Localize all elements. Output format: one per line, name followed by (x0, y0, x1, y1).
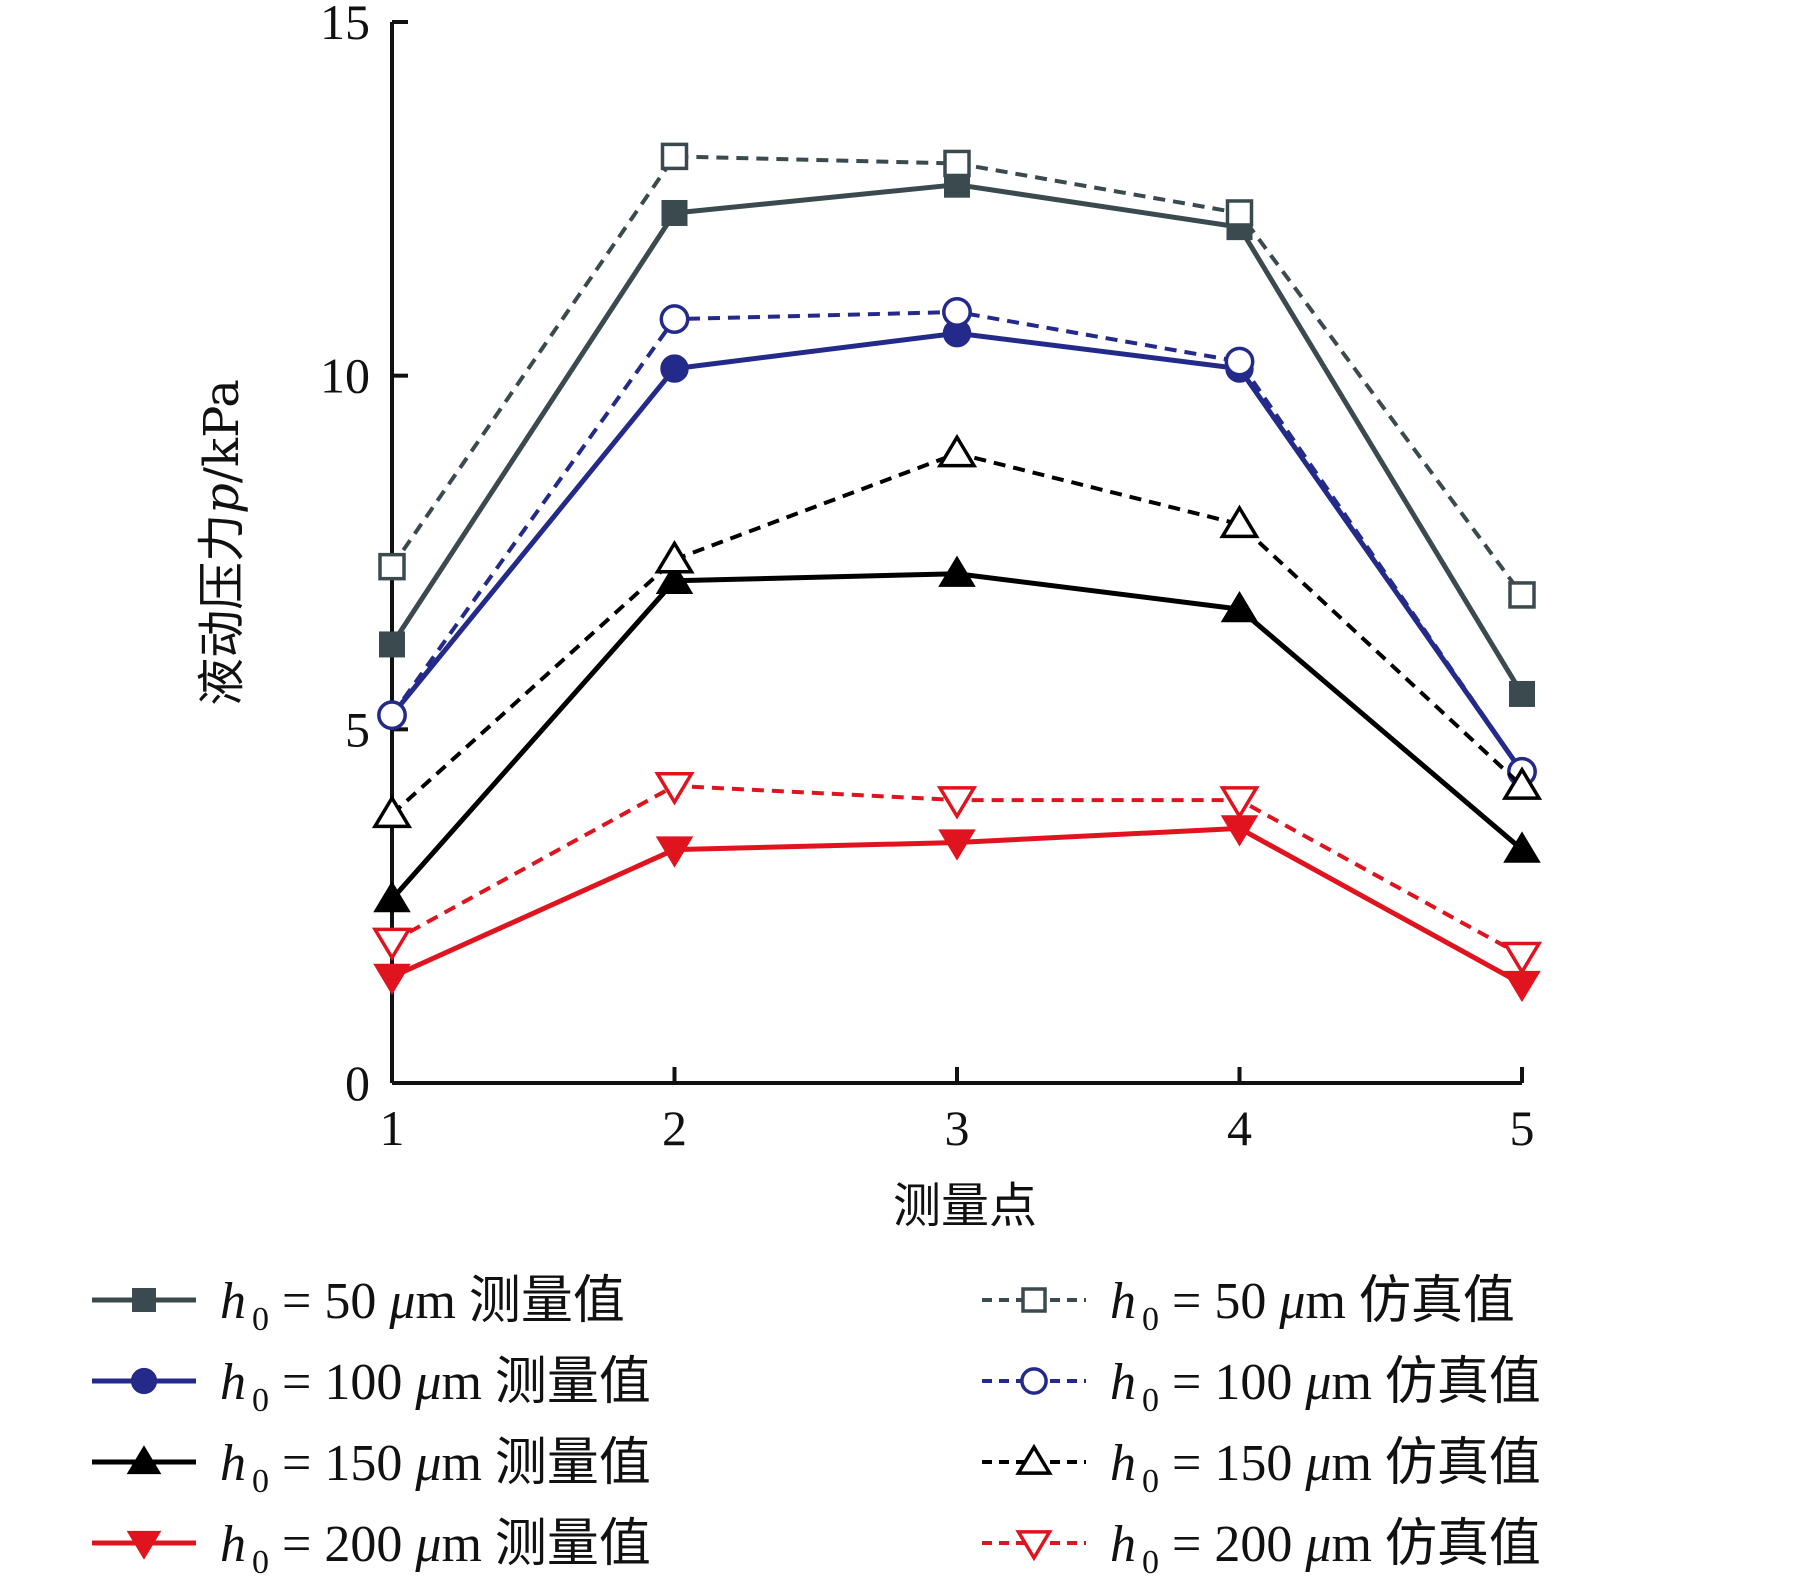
data-point (938, 555, 976, 587)
data-point (377, 700, 407, 731)
data-point (371, 794, 413, 829)
data-point (378, 552, 406, 581)
data-point (1501, 766, 1543, 800)
data-point (660, 354, 689, 383)
data-point (655, 836, 694, 868)
data-point (660, 142, 689, 171)
data-point (659, 304, 690, 335)
legend-marker (130, 1367, 158, 1395)
legend-marker (126, 1445, 162, 1475)
x-tick-label: 2 (662, 1100, 687, 1156)
y-tick-label: 5 (345, 701, 370, 757)
data-point (654, 539, 695, 574)
data-point (942, 297, 972, 327)
y-tick-label: 0 (345, 1055, 370, 1111)
legend-marker (1015, 1443, 1053, 1475)
data-point (1219, 786, 1260, 820)
data-point (655, 562, 694, 594)
data-point (1503, 831, 1541, 863)
data-point (661, 199, 688, 226)
data-point (1503, 970, 1541, 1003)
data-point (1509, 680, 1535, 707)
plot-area (371, 142, 1543, 1003)
y-tick-label: 10 (320, 348, 370, 404)
data-point (1219, 504, 1260, 539)
data-point (1225, 199, 1254, 227)
data-point (373, 963, 411, 996)
series-simulated-200 (371, 772, 1543, 976)
axes: 0 5 10 15 1 2 3 4 5 测量点 液动压力p/kPa (194, 0, 1535, 1234)
x-tick-label: 4 (1227, 1100, 1252, 1156)
data-point (1224, 346, 1255, 377)
data-point (371, 927, 413, 962)
x-tick-label: 5 (1510, 1100, 1535, 1156)
data-point (936, 786, 978, 820)
data-point (938, 829, 976, 861)
series-measured-150 (373, 555, 1541, 913)
legend-marker (126, 1530, 162, 1560)
data-point (373, 880, 411, 913)
x-tick-label: 1 (380, 1100, 405, 1156)
series-measured-200 (373, 815, 1541, 1003)
series-simulated-150 (371, 433, 1543, 829)
legend-marker (1015, 1530, 1053, 1562)
series-simulated-50 (378, 142, 1536, 609)
x-axis-title: 测量点 (893, 1178, 1037, 1234)
data-point (654, 772, 695, 806)
y-tick-label: 15 (320, 0, 370, 50)
data-point (379, 631, 405, 658)
data-point (943, 149, 971, 178)
data-point (1220, 590, 1259, 623)
data-point (1508, 581, 1536, 609)
data-point (936, 433, 978, 468)
y-axis-title: 液动压力p/kPa (194, 379, 250, 706)
legend-marker (132, 1288, 156, 1312)
legend-marker (1020, 1367, 1048, 1395)
legend-marker (1021, 1287, 1047, 1313)
x-tick-label: 3 (945, 1100, 970, 1156)
data-point (1501, 941, 1543, 976)
